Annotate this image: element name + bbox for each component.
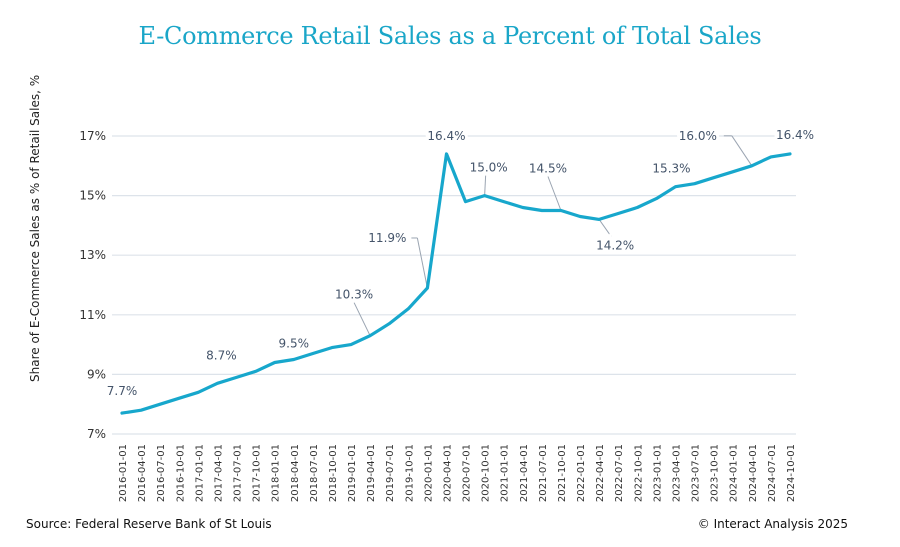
x-tick-label: 2016-01-01 bbox=[118, 444, 129, 502]
x-tick-label: 2022-10-01 bbox=[633, 444, 644, 502]
data-label: 11.9% bbox=[368, 231, 406, 245]
x-tick-label: 2017-07-01 bbox=[233, 444, 244, 502]
data-label: 16.0% bbox=[679, 129, 717, 143]
x-tick-label: 2021-04-01 bbox=[519, 444, 530, 502]
data-label: 16.4% bbox=[776, 128, 814, 142]
data-label: 15.3% bbox=[652, 162, 690, 176]
x-tick-label: 2016-10-01 bbox=[175, 444, 186, 502]
y-tick-label: 15% bbox=[79, 189, 106, 203]
x-tick-label: 2022-01-01 bbox=[576, 444, 587, 502]
x-tick-label: 2021-01-01 bbox=[500, 444, 511, 502]
leader-line bbox=[484, 175, 487, 196]
y-tick-label: 11% bbox=[79, 308, 106, 322]
data-label: 14.5% bbox=[529, 162, 567, 176]
series-group bbox=[120, 152, 792, 415]
y-tick-label: 13% bbox=[79, 248, 106, 262]
x-tick-label: 2021-10-01 bbox=[557, 444, 568, 502]
copyright-note: © Interact Analysis 2025 bbox=[697, 517, 848, 531]
leader-line bbox=[353, 302, 371, 336]
data-label: 10.3% bbox=[335, 288, 373, 302]
leader-line bbox=[731, 135, 753, 167]
x-tick-label: 2022-07-01 bbox=[614, 444, 625, 502]
x-tick-label: 2020-07-01 bbox=[462, 444, 473, 502]
series-line bbox=[120, 152, 792, 415]
x-tick-label: 2021-07-01 bbox=[538, 444, 549, 502]
x-tick-labels: 2016-01-01 2016-04-01 2016-07-01 2016-10-01… bbox=[118, 444, 797, 502]
x-tick-label: 2018-01-01 bbox=[271, 444, 282, 502]
x-tick-label: 2018-04-01 bbox=[290, 444, 301, 502]
leader-line bbox=[547, 176, 562, 211]
data-label: 14.2% bbox=[596, 238, 634, 252]
annotation-leaders bbox=[353, 135, 753, 336]
data-label: 15.0% bbox=[470, 161, 508, 175]
data-labels: 7.7% 8.7% 9.5% 10.3% 11.9% 16.4% 15.0% 14.5% 14.… bbox=[104, 125, 817, 401]
x-tick-label: 2017-04-01 bbox=[213, 444, 224, 502]
x-tick-label: 2024-04-01 bbox=[748, 444, 759, 502]
x-tick-label: 2023-07-01 bbox=[691, 444, 702, 502]
x-tick-label: 2016-04-01 bbox=[137, 444, 148, 502]
x-tick-label: 2018-07-01 bbox=[309, 444, 320, 502]
x-tick-label: 2019-01-01 bbox=[347, 444, 358, 502]
x-tick-label: 2023-01-01 bbox=[652, 444, 663, 502]
y-tick-label: 9% bbox=[87, 367, 106, 381]
gridlines bbox=[112, 135, 796, 435]
y-tick-label: 17% bbox=[79, 129, 106, 143]
x-tick-label: 2020-10-01 bbox=[481, 444, 492, 502]
x-tick-label: 2024-07-01 bbox=[767, 444, 778, 502]
x-tick-label: 2016-07-01 bbox=[156, 444, 167, 502]
x-tick-label: 2022-04-01 bbox=[595, 444, 606, 502]
leader-line bbox=[598, 219, 612, 237]
y-tick-labels: 7% 9% 11% 13% 15% 17% bbox=[79, 129, 106, 441]
x-tick-label: 2018-10-01 bbox=[328, 444, 339, 502]
leader-line bbox=[416, 237, 428, 289]
x-tick-label: 2020-04-01 bbox=[442, 444, 453, 502]
chart-title: E-Commerce Retail Sales as a Percent of … bbox=[138, 22, 762, 50]
data-label: 8.7% bbox=[206, 348, 237, 362]
x-tick-label: 2019-07-01 bbox=[385, 444, 396, 502]
x-tick-label: 2023-04-01 bbox=[671, 444, 682, 502]
x-tick-label: 2020-01-01 bbox=[423, 444, 434, 502]
x-tick-label: 2019-10-01 bbox=[404, 444, 415, 502]
data-label: 9.5% bbox=[279, 337, 310, 351]
x-tick-label: 2017-10-01 bbox=[252, 444, 263, 502]
source-note: Source: Federal Reserve Bank of St Louis bbox=[26, 517, 272, 531]
x-tick-label: 2017-01-01 bbox=[194, 444, 205, 502]
x-tick-label: 2024-01-01 bbox=[729, 444, 740, 502]
data-label: 7.7% bbox=[107, 384, 138, 398]
data-label: 16.4% bbox=[427, 129, 465, 143]
y-tick-label: 7% bbox=[87, 427, 106, 441]
x-tick-label: 2023-10-01 bbox=[710, 444, 721, 502]
x-tick-label: 2019-04-01 bbox=[366, 444, 377, 502]
x-tick-label: 2024-10-01 bbox=[786, 444, 797, 502]
